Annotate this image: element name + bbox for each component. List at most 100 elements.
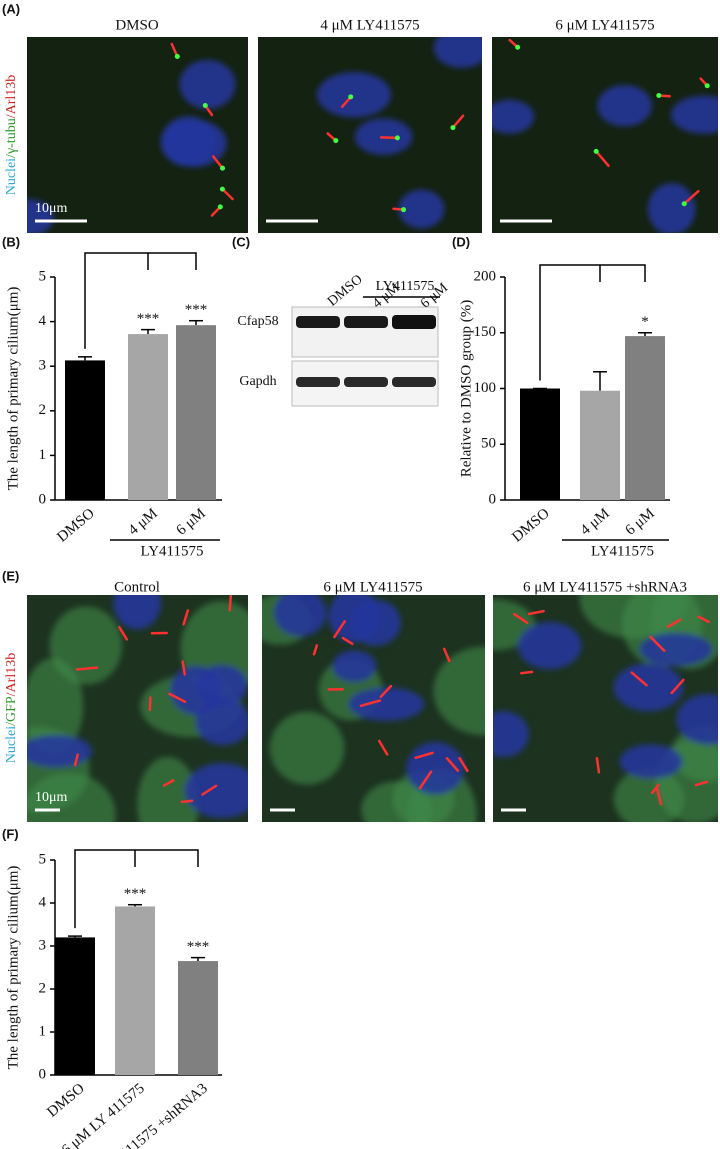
nucleus [195,698,248,746]
cilium [458,756,469,773]
image-title: 6 μM LY411575 +shRNA3 [523,579,687,595]
stain: /Arl13b [4,75,19,119]
comparison-bracket [84,252,197,349]
y-tick-label: 1 [39,1023,47,1039]
y-tick-label: 0 [39,1066,47,1082]
y-tick-label: 1 [39,447,47,463]
y-tick-label: 5 [39,851,47,867]
group-label: LY411575 [591,543,654,559]
bar [55,937,95,1075]
significance: *** [185,302,208,318]
micrograph [492,37,718,233]
bar [65,360,105,500]
cell [269,711,345,785]
cilium [168,692,187,703]
nucleus [492,99,535,134]
y-tick-label: 4 [39,313,47,329]
group-label: LY411575 [376,279,435,294]
bar [520,388,560,500]
image-title: 6 μM LY411575 [323,579,422,595]
cilium [181,660,186,676]
image-title: 4 μM LY411575 [320,17,419,33]
cilium [118,625,129,641]
cilium [180,799,194,804]
nucleus [113,595,161,630]
cilium [520,670,534,675]
centrosome [681,201,687,207]
y-tick-label: 0 [489,491,497,507]
group-label: LY411575 [141,543,204,559]
panel-label: (C) [232,234,250,249]
stain-label: Nuclei/γ-tubu/Arl13b [4,75,19,196]
row-label: Cfap58 [237,314,278,329]
cilium [445,756,460,772]
cilium [418,770,433,790]
nucleus [639,632,713,666]
x-tick-label: DMSO [44,1080,88,1120]
cilium [649,635,666,652]
micrograph [493,595,718,822]
nucleus [493,711,529,758]
cilium [670,678,685,695]
centrosome [220,165,226,171]
cilium [594,150,610,168]
y-tick-label: 50 [481,436,496,452]
cilium [527,609,545,616]
image-layer [492,85,718,233]
y-tick-label: 200 [474,268,497,284]
row-label: Gapdh [239,374,276,389]
stain: /GFP [4,696,19,726]
cilium [682,189,700,205]
centrosome [219,186,225,192]
band [392,315,436,329]
comparison-bracket [539,264,646,381]
nucleus [328,595,380,643]
cell [49,606,123,685]
centrosome [593,148,599,154]
y-tick-label: 100 [474,380,497,396]
bar [178,961,218,1075]
nucleus [398,189,445,229]
nucleus [671,95,718,134]
image-layer [262,595,485,822]
centrosome [394,135,400,141]
stain: /γ-tubu [4,118,19,158]
cilium [148,696,152,712]
cilium [228,595,233,612]
band [392,377,436,387]
y-tick-label: 2 [39,402,47,418]
cilium [73,753,80,767]
nucleus [597,85,652,127]
cilium [697,615,710,624]
centrosome [450,125,456,131]
nucleus [676,694,718,745]
centrosome [202,102,208,108]
cilium [201,784,218,796]
stain-label: Nuclei/GFP/Arl13b [4,653,19,763]
stain: Nuclei [4,726,19,763]
micrograph [258,37,482,233]
centrosome [348,94,354,100]
stain: /Arl13b [4,653,19,697]
centrosome [515,44,521,50]
panel-label: (F) [2,826,19,841]
centrosome [333,138,339,144]
nucleus [273,595,327,637]
band [296,316,340,328]
y-tick-label: 3 [39,937,47,953]
cilium [162,779,175,787]
centrosome [704,83,710,89]
band [344,316,388,328]
band [296,377,340,387]
nucleus [196,664,248,707]
comparison-bracket [74,849,199,929]
nucleus [332,650,377,683]
y-axis-label: The length of primary cilium(μm) [5,866,21,1070]
cilium [333,620,346,639]
nucleus [160,119,227,168]
nucleus [348,687,424,722]
cilium [666,618,682,628]
x-tick-label: DMSO [54,505,98,545]
significance: *** [124,886,147,902]
